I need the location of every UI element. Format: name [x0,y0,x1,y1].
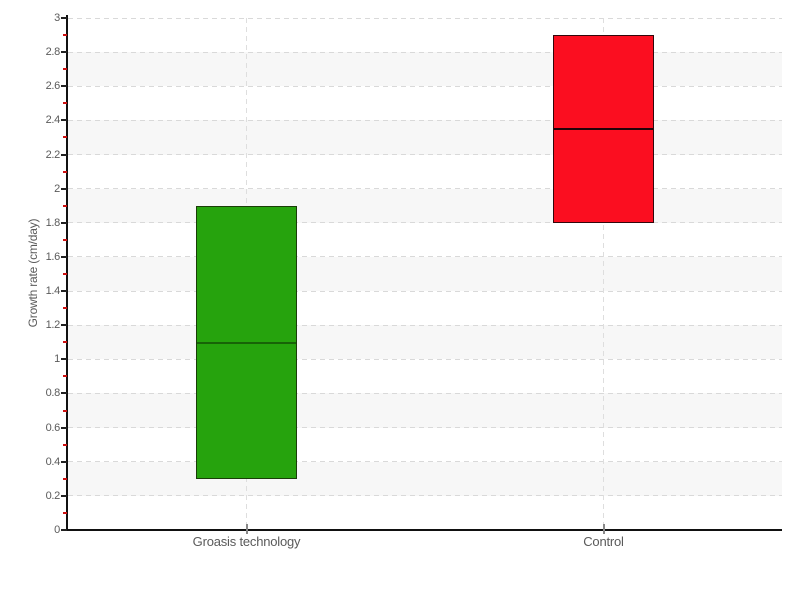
h-gridline [68,290,782,292]
y-tick-label: 1.2 [45,319,61,332]
y-major-tick [61,392,67,395]
y-tick-label: 1.6 [45,250,61,263]
y-major-tick [61,51,67,54]
y-major-tick [61,324,67,327]
x-axis-label: Control [583,534,624,549]
h-gridline [68,119,782,121]
background-stripe [68,120,782,155]
y-axis-line [66,15,68,531]
background-stripe [68,325,782,360]
y-minor-tick [63,443,67,446]
y-major-tick [61,17,67,19]
y-tick-label: 2.4 [45,114,61,127]
y-tick-label: 1.4 [45,285,61,298]
y-minor-tick [63,170,67,173]
y-minor-tick [63,238,67,241]
h-gridline [68,51,782,53]
y-tick-label: 0 [54,524,60,536]
y-minor-tick [63,341,67,344]
midline [554,128,653,131]
y-tick-label: 1 [54,353,60,366]
h-gridline [68,17,782,19]
y-minor-tick [63,273,67,275]
h-gridline [68,495,782,497]
y-tick-label: 2.6 [45,80,61,93]
y-minor-tick [63,136,67,139]
v-gridline [603,18,604,530]
x-tick [602,524,605,534]
x-axis-line [66,529,782,531]
h-gridline [68,222,782,224]
background-stripe [68,461,782,496]
y-minor-tick [63,409,67,412]
h-gridline [68,324,782,326]
x-axis-label: Groasis technology [192,534,301,549]
y-major-tick [61,255,67,258]
background-stripe [68,393,782,428]
h-gridline [68,188,782,190]
h-gridline [68,256,782,258]
range-box-groasis-technology [196,205,297,479]
y-major-tick [61,494,67,497]
y-major-tick [61,187,67,190]
y-major-tick [61,153,67,156]
y-tick-label: 2 [54,182,60,195]
y-major-tick [61,460,67,463]
y-tick-label: 0.2 [45,489,61,502]
y-tick-label: 0.6 [45,421,61,434]
h-gridline [68,358,782,360]
y-major-tick [61,358,67,361]
range-box-control [553,35,654,223]
y-tick-label: 2.8 [45,46,61,59]
y-tick-label: 0.4 [45,455,61,468]
midline [197,341,296,344]
y-tick-label: 0.8 [45,387,61,400]
y-minor-tick [63,102,67,105]
h-gridline [68,392,782,394]
background-stripe [68,52,782,87]
h-gridline [68,154,782,156]
y-minor-tick [63,375,67,378]
y-minor-tick [63,204,67,207]
y-tick-label: 3 [54,12,60,24]
y-minor-tick [63,34,67,37]
y-major-tick [61,529,67,531]
y-major-tick [61,426,67,429]
background-stripe [68,188,782,223]
x-tick [245,524,248,534]
y-major-tick [61,119,67,122]
y-tick-label: 2.2 [45,148,61,161]
y-major-tick [61,85,67,88]
y-major-tick [61,221,67,224]
y-minor-tick [63,307,67,310]
h-gridline [68,85,782,87]
h-gridline [68,427,782,429]
h-gridline [68,461,782,463]
y-minor-tick [63,477,67,480]
y-minor-tick [63,511,67,514]
y-axis-title: Growth rate (cm/day) [26,218,40,328]
background-stripe [68,256,782,292]
y-tick-label: 1.8 [45,216,61,229]
y-major-tick [61,290,67,293]
y-minor-tick [63,68,67,71]
plot-area [68,17,782,530]
